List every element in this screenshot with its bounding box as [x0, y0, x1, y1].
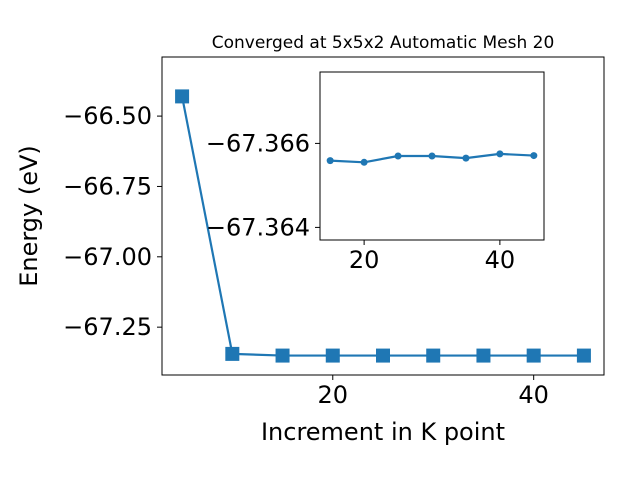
inset-data-point	[360, 158, 368, 166]
inset-y-ticks: −67.366 −67.364	[206, 129, 320, 241]
chart-title: Converged at 5x5x2 Automatic Mesh 20	[212, 33, 555, 53]
main-data-point	[426, 348, 441, 363]
inset-data-point	[326, 157, 334, 165]
inset-x-tick-label: 20	[349, 246, 380, 274]
main-y-tick-label: −67.25	[63, 313, 152, 341]
main-data-point	[275, 348, 290, 363]
inset-data-point	[394, 152, 402, 160]
main-data-point	[175, 89, 190, 104]
main-data-point	[325, 348, 340, 363]
inset-data-point	[462, 154, 470, 162]
main-data-point	[225, 346, 240, 361]
inset-data-point	[530, 152, 538, 160]
inset-data-point	[428, 152, 436, 160]
main-data-point	[376, 348, 390, 363]
main-axes: Converged at 5x5x2 Automatic Mesh 20 20 4…	[15, 33, 605, 446]
main-data-point	[576, 348, 591, 363]
inset-data-point	[496, 150, 504, 158]
main-data-point	[476, 348, 491, 363]
inset-x-tick-label: 40	[485, 246, 516, 274]
inset-axes: 20 40 −67.366−67.364	[206, 71, 545, 274]
main-x-tick-label: 20	[317, 381, 348, 409]
main-x-ticks: 20 40	[317, 375, 549, 409]
y-axis-label: Energy (eV)	[15, 145, 43, 287]
inset-y-tick-label: −67.366	[206, 129, 310, 157]
inset-y-tick-label: −67.364	[206, 213, 310, 241]
main-plot-area	[175, 89, 591, 363]
inset-plot-area	[326, 150, 538, 166]
inset-x-ticks: 20 40	[349, 240, 515, 274]
main-x-tick-label: 40	[518, 381, 549, 409]
main-axes-frame	[161, 56, 605, 376]
main-y-tick-label: −66.50	[63, 102, 152, 130]
x-axis-label: Increment in K point	[261, 418, 505, 446]
main-y-tick-label: −66.75	[63, 172, 152, 200]
main-y-ticks: −66.50 −66.75 −67.00 −67.25	[63, 102, 162, 341]
main-data-point	[526, 348, 541, 363]
main-y-tick-label: −67.00	[63, 243, 152, 271]
inset-axes-frame	[319, 71, 545, 241]
